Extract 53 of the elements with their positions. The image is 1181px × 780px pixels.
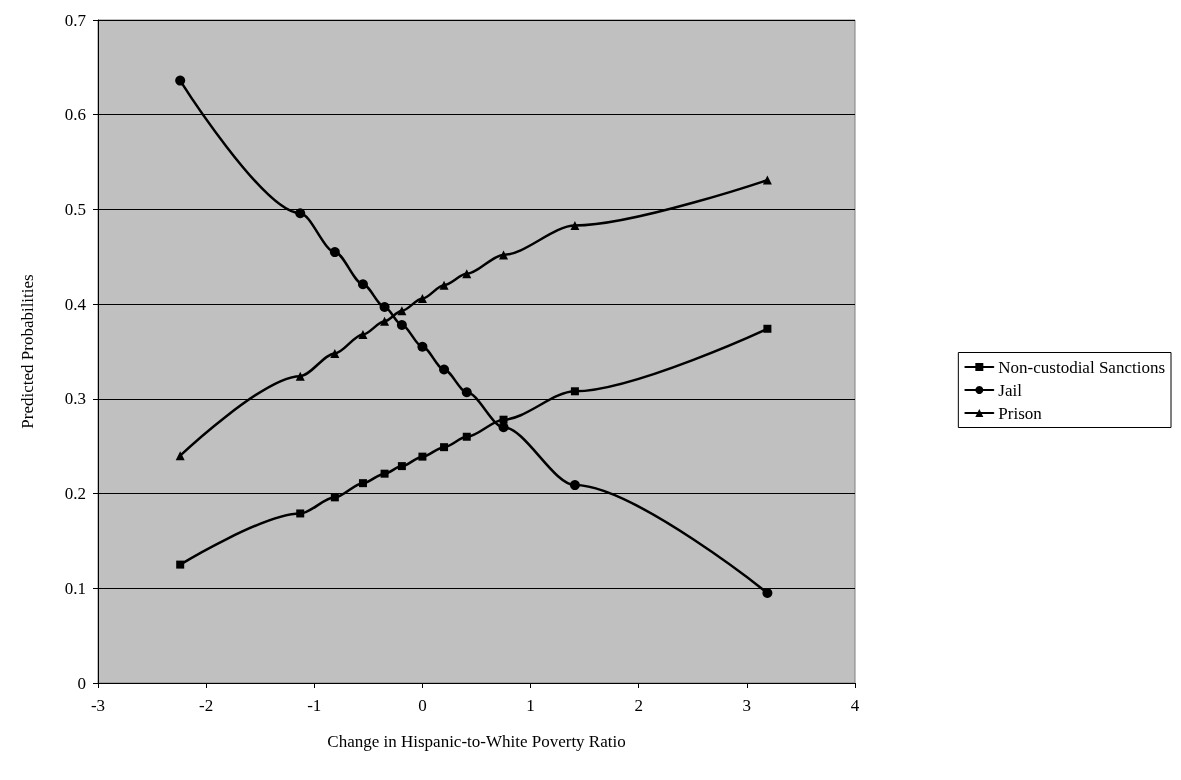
- point: [329, 247, 340, 258]
- x-tick-label: -1: [307, 696, 322, 715]
- legend-label: Non-custodial Sanctions: [998, 357, 1165, 377]
- x-tick-label: 4: [850, 696, 860, 715]
- x-tick-label: -3: [90, 696, 106, 715]
- x-tick-label: 0: [418, 696, 427, 715]
- y-tick-label: 0.7: [64, 10, 87, 30]
- point: [498, 422, 509, 433]
- point: [762, 588, 773, 599]
- point: [396, 319, 407, 330]
- point: [763, 324, 772, 333]
- x-axis-title: Change in Hispanic-to-White Poverty Ratio: [327, 732, 626, 751]
- y-tick-label: 0.3: [64, 389, 86, 409]
- y-tick-label: 0.1: [64, 578, 86, 598]
- point: [295, 208, 306, 219]
- point: [330, 493, 339, 502]
- point: [418, 452, 427, 461]
- point: [570, 387, 579, 396]
- x-tick-label: -2: [199, 696, 214, 715]
- point: [439, 364, 450, 375]
- point: [296, 509, 305, 518]
- x-tick-label: 2: [634, 696, 643, 715]
- x-tick-label: 3: [742, 696, 752, 715]
- point: [380, 469, 389, 478]
- y-axis-title: Predicted Probabilities: [18, 274, 37, 429]
- point: [358, 479, 367, 488]
- y-tick-label: 0.5: [64, 199, 86, 219]
- y-tick-label: 0.4: [64, 294, 87, 314]
- point: [175, 75, 186, 86]
- point: [462, 432, 471, 441]
- point: [461, 387, 472, 398]
- point: [295, 371, 305, 381]
- point: [762, 175, 772, 185]
- point: [439, 280, 449, 290]
- point: [440, 443, 449, 452]
- y-tick-label: 0.2: [64, 484, 86, 504]
- point: [417, 293, 427, 303]
- point: [358, 329, 368, 339]
- point: [330, 348, 340, 358]
- point: [569, 480, 580, 491]
- y-tick-label: 0: [77, 673, 86, 693]
- legend-label: Prison: [998, 403, 1043, 423]
- point: [380, 316, 390, 326]
- point: [357, 279, 368, 290]
- legend-label: Jail: [998, 380, 1023, 400]
- point: [397, 462, 406, 471]
- point: [176, 560, 185, 569]
- point: [417, 341, 428, 352]
- y-tick-label: 0.6: [64, 105, 86, 125]
- point: [379, 301, 390, 312]
- point: [570, 221, 580, 231]
- x-tick-label: 1: [526, 696, 535, 715]
- point: [499, 250, 509, 260]
